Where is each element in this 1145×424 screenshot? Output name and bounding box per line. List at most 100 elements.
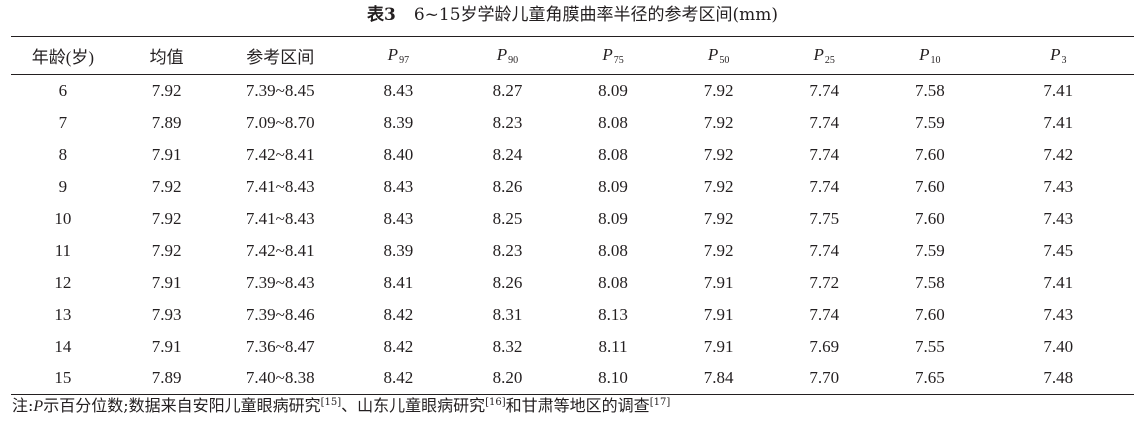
header-p75: P75	[560, 36, 666, 75]
citation-ref: [16]	[485, 397, 506, 408]
header-age: 年龄(岁)	[11, 36, 115, 75]
cell-p50: 7.92	[703, 144, 734, 164]
cell-p3: 7.41	[1043, 80, 1074, 100]
table-caption-label: 表3	[366, 5, 396, 25]
cell-p50: 7.92	[703, 208, 734, 228]
cell-p50: 7.84	[665, 362, 772, 395]
cell-p3: 7.43	[1043, 304, 1074, 324]
cell-p90: 8.26	[492, 272, 523, 292]
cell-p97: 8.39	[383, 240, 414, 260]
cell-p3: 7.43	[1043, 208, 1074, 228]
cell-p50: 7.92	[703, 112, 734, 132]
table-header-row: 年龄(岁) 均值 参考区间 P97 P90 P75 P50 P25 P10 P3	[11, 36, 1134, 75]
table-row: 15 7.89 7.40~8.38 8.42 8.20 8.10 7.84 7.…	[11, 362, 1134, 395]
cell-p25: 7.74	[809, 144, 840, 164]
cell-p75: 8.08	[598, 144, 628, 164]
cell-p97: 8.39	[383, 112, 414, 132]
cell-p90: 8.23	[492, 240, 523, 260]
cell-p10: 7.60	[914, 144, 945, 164]
cell-mean: 7.91	[151, 272, 182, 292]
cell-p25: 7.74	[809, 112, 840, 132]
header-p10: P10	[877, 36, 983, 75]
header-mean: 均值	[114, 36, 219, 75]
cell-age: 14	[54, 336, 72, 356]
header-reference-range: 参考区间	[218, 36, 343, 75]
cell-p10: 7.65	[877, 362, 983, 395]
cell-p3: 7.43	[1043, 176, 1074, 196]
header-p97: P97	[342, 36, 455, 75]
table-row: 10 7.92 7.41~8.43 8.43 8.25 8.09 7.92 7.…	[11, 203, 1134, 235]
cell-p97: 8.43	[383, 208, 414, 228]
cell-mean: 7.92	[151, 176, 182, 196]
cell-p97: 8.43	[383, 176, 414, 196]
cell-p97: 8.40	[383, 144, 414, 164]
cell-age: 12	[54, 272, 72, 292]
cell-p25: 7.74	[809, 80, 840, 100]
cell-p50: 7.92	[703, 176, 734, 196]
cell-p75: 8.08	[598, 240, 628, 260]
cell-p75: 8.10	[560, 362, 666, 395]
cell-age: 9	[58, 176, 68, 196]
cell-p10: 7.60	[914, 208, 945, 228]
table-caption: 表3 6~15岁学龄儿童角膜曲率半径的参考区间(mm)	[0, 4, 1145, 26]
cell-p10: 7.55	[914, 336, 945, 356]
cell-p3: 7.48	[982, 362, 1134, 395]
cell-p25: 7.74	[809, 176, 840, 196]
cell-p50: 7.91	[703, 336, 734, 356]
cell-mean: 7.91	[151, 144, 182, 164]
cell-p90: 8.20	[454, 362, 561, 395]
cell-age: 6	[58, 80, 68, 100]
footnote-text: 示百分位数;数据来自安阳儿童眼病研究	[43, 396, 321, 415]
cell-p10: 7.60	[914, 304, 945, 324]
cell-p50: 7.92	[703, 80, 734, 100]
table-footnote: 注:P示百分位数;数据来自安阳儿童眼病研究[15]、山东儿童眼病研究[16]和甘…	[12, 396, 670, 417]
cell-p75: 8.08	[598, 112, 628, 132]
footnote-p-symbol: P	[33, 398, 44, 415]
cell-mean: 7.89	[151, 112, 182, 132]
cell-reference-range: 7.40~8.38	[218, 362, 343, 395]
cell-p90: 8.27	[492, 80, 523, 100]
cell-p75: 8.09	[598, 80, 628, 100]
cell-p3: 7.42	[1043, 144, 1074, 164]
cell-p10: 7.58	[914, 80, 945, 100]
cell-p75: 8.13	[598, 304, 628, 324]
cell-p50: 7.91	[703, 304, 734, 324]
cell-reference-range: 7.39~8.46	[245, 304, 315, 324]
cell-p97: 8.42	[383, 336, 414, 356]
cell-reference-range: 7.36~8.47	[245, 336, 315, 356]
cell-p90: 8.26	[492, 176, 523, 196]
cell-p97: 8.41	[383, 272, 414, 292]
citation-ref: [17]	[649, 397, 671, 408]
reference-table: 年龄(岁) 均值 参考区间 P97 P90 P75 P50 P25 P10 P3…	[11, 36, 1134, 395]
cell-p75: 8.11	[598, 336, 628, 356]
cell-p97: 8.42	[342, 362, 455, 395]
cell-p25: 7.72	[809, 272, 840, 292]
table-row: 8 7.91 7.42~8.41 8.40 8.24 8.08 7.92 7.7…	[11, 139, 1134, 171]
cell-p25: 7.74	[809, 304, 840, 324]
header-p50: P50	[665, 36, 772, 75]
cell-p75: 8.09	[598, 176, 628, 196]
header-p90: P90	[454, 36, 561, 75]
cell-reference-range: 7.42~8.41	[245, 240, 315, 260]
cell-p75: 8.09	[598, 208, 628, 228]
table-caption-text: 6~15岁学龄儿童角膜曲率半径的参考区间(mm)	[413, 5, 779, 25]
cell-p3: 7.40	[1043, 336, 1074, 356]
cell-age: 13	[54, 304, 72, 324]
cell-p90: 8.32	[492, 336, 523, 356]
footnote-prefix: 注:	[12, 396, 34, 415]
cell-p90: 8.25	[492, 208, 523, 228]
cell-age: 10	[54, 208, 72, 228]
table-row: 14 7.91 7.36~8.47 8.42 8.32 8.11 7.91 7.…	[11, 331, 1134, 363]
cell-p10: 7.59	[914, 112, 945, 132]
footnote-text: 和甘肃等地区的调查	[505, 396, 650, 415]
cell-p90: 8.24	[492, 144, 523, 164]
cell-p25: 7.70	[771, 362, 878, 395]
header-p3: P3	[982, 36, 1134, 75]
cell-mean: 7.92	[151, 80, 182, 100]
cell-p50: 7.91	[703, 272, 734, 292]
table-row: 7 7.89 7.09~8.70 8.39 8.23 8.08 7.92 7.7…	[11, 107, 1134, 139]
cell-p10: 7.58	[914, 272, 945, 292]
cell-reference-range: 7.09~8.70	[245, 112, 315, 132]
cell-reference-range: 7.41~8.43	[245, 208, 315, 228]
cell-p10: 7.60	[914, 176, 945, 196]
